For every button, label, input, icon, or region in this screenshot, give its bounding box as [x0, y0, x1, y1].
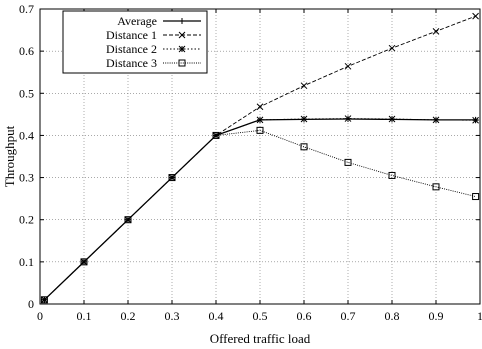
square-marker: [168, 174, 176, 182]
axis-ticks: 0 0.1 0.2 0.3 0.4 0.5 0.6 0.7 0.8 0.9 1 0 0.1 0.2 0.3 0…: [19, 2, 482, 323]
cross-marker: [344, 62, 352, 70]
x-tick-label: 0.4: [209, 309, 224, 323]
square-marker: [212, 131, 220, 139]
series-line: [44, 129, 476, 301]
legend-label: Distance 1: [106, 28, 157, 42]
square-marker: [344, 158, 352, 166]
series-line: [43, 118, 476, 301]
square-marker: [300, 143, 308, 151]
star-marker: [80, 258, 88, 266]
square-marker: [472, 193, 480, 201]
cross-marker: [388, 44, 396, 52]
x-axis-label: Offered traffic load: [210, 331, 311, 346]
cross-marker: [472, 12, 479, 20]
legend-label: Distance 3: [106, 56, 157, 70]
grid-lines: [40, 9, 480, 304]
star-marker: [472, 116, 479, 124]
y-axis-label: Throughput: [2, 125, 17, 187]
legend-label: Average: [117, 14, 157, 28]
x-tick-label: 0.5: [253, 309, 268, 323]
x-tick-label: 0.3: [165, 309, 180, 323]
y-tick-label: 0.1: [19, 255, 34, 269]
series-3: [41, 115, 479, 304]
y-tick-label: 0.3: [19, 171, 34, 185]
y-tick-label: 0.6: [19, 44, 34, 58]
plus-marker: [179, 18, 185, 24]
square-marker: [388, 171, 396, 179]
legend-label: Distance 2: [106, 42, 157, 56]
x-tick-label: 0.2: [121, 309, 136, 323]
cross-marker: [432, 27, 440, 35]
x-tick-label: 1: [477, 309, 482, 323]
x-tick-label: 0.1: [77, 309, 92, 323]
y-tick-label: 0.4: [19, 128, 34, 142]
square-marker: [40, 296, 48, 304]
x-tick-label: 0: [37, 309, 43, 323]
star-marker: [178, 45, 186, 53]
y-tick-label: 0.7: [19, 2, 34, 16]
star-marker: [432, 116, 440, 124]
cross-marker: [256, 103, 264, 111]
cross-marker: [300, 82, 308, 90]
y-tick-label: 0.2: [19, 213, 34, 227]
series-line: [44, 118, 476, 301]
square-marker: [124, 216, 132, 224]
square-marker: [178, 59, 186, 67]
series-layer: [40, 12, 480, 304]
x-tick-label: 0.8: [385, 309, 400, 323]
star-marker: [300, 115, 308, 123]
x-tick-label: 0.9: [429, 309, 444, 323]
square-marker: [432, 183, 440, 191]
x-tick-label: 0.7: [341, 309, 356, 323]
star-marker: [344, 115, 352, 122]
square-marker: [80, 258, 88, 266]
star-marker: [388, 115, 396, 123]
star-marker: [256, 116, 264, 124]
y-tick-label: 0: [28, 297, 34, 311]
series-4: [40, 126, 480, 304]
cross-marker: [178, 31, 186, 39]
x-tick-label: 0.6: [297, 309, 312, 323]
square-marker: [256, 126, 264, 134]
y-tick-label: 0.5: [19, 86, 34, 100]
star-marker: [124, 216, 132, 224]
